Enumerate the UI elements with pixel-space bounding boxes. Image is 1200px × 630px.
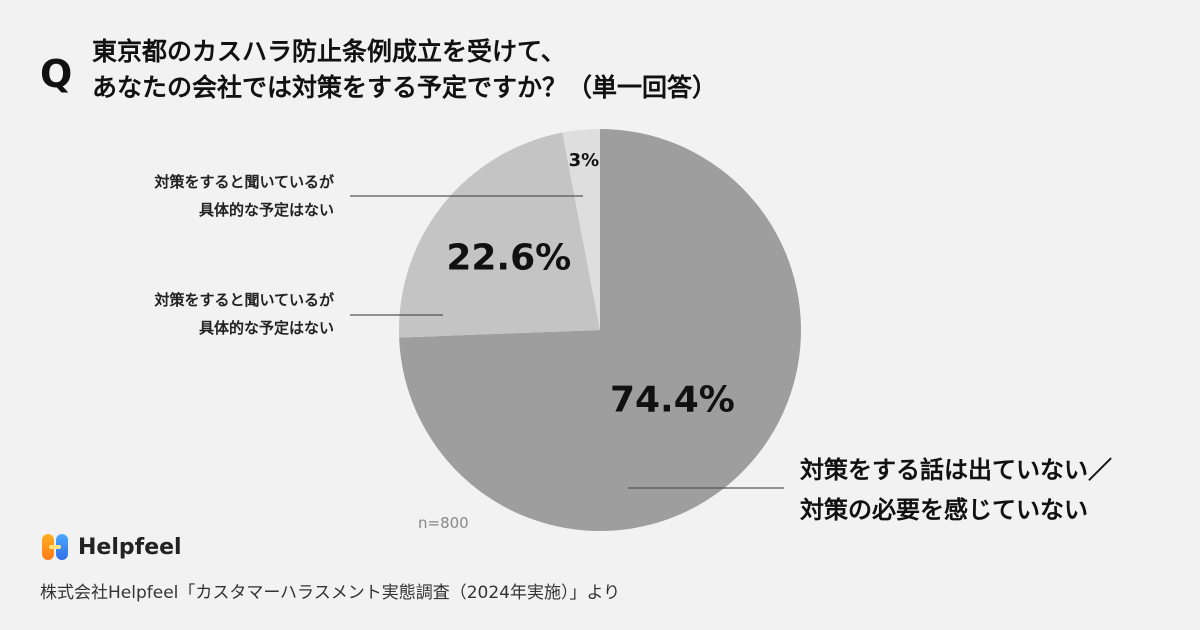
slice-label-small-mid-line-2: 具体的な予定はない [198, 319, 334, 337]
data-label-slice-small: 3% [569, 150, 600, 171]
data-label-slice-medium: 22.6% [446, 237, 571, 278]
slice-large [399, 129, 802, 531]
question-line-2: あなたの会社では対策をする予定ですか？（単一回答） [92, 73, 718, 102]
slice-label-large-line-2: 対策の必要を感じていない [800, 496, 1088, 524]
slice-label-small-top-line-2: 具体的な予定はない [198, 201, 334, 219]
slice-label-small-top-line-1: 対策をすると聞いているが [154, 173, 334, 191]
slice-label-small-top: 対策をすると聞いているが 具体的な予定はない [154, 168, 334, 224]
brand: Helpfeel [40, 532, 182, 562]
question-line-1: 東京都のカスハラ防止条例成立を受けて、 [92, 37, 566, 66]
question-mark: Q [40, 52, 73, 96]
question-title: 東京都のカスハラ防止条例成立を受けて、 あなたの会社では対策をする予定ですか？（… [92, 34, 1172, 106]
slice-small [562, 129, 600, 330]
slice-label-small-mid: 対策をすると聞いているが 具体的な予定はない [154, 286, 334, 342]
sample-size: n=800 [418, 514, 469, 532]
slice-label-large: 対策をする話は出ていない／ 対策の必要を感じていない [800, 450, 1112, 530]
data-label-slice-large: 74.4% [610, 380, 735, 421]
slice-label-large-line-1: 対策をする話は出ていない／ [800, 456, 1112, 484]
source-note: 株式会社Helpfeel「カスタマーハラスメント実態調査（2024年実施）」より [40, 583, 621, 603]
helpfeel-logo-icon [42, 534, 68, 560]
slice-label-small-mid-line-1: 対策をすると聞いているが [154, 291, 334, 309]
brand-name: Helpfeel [78, 534, 182, 560]
slice-medium [399, 132, 600, 338]
